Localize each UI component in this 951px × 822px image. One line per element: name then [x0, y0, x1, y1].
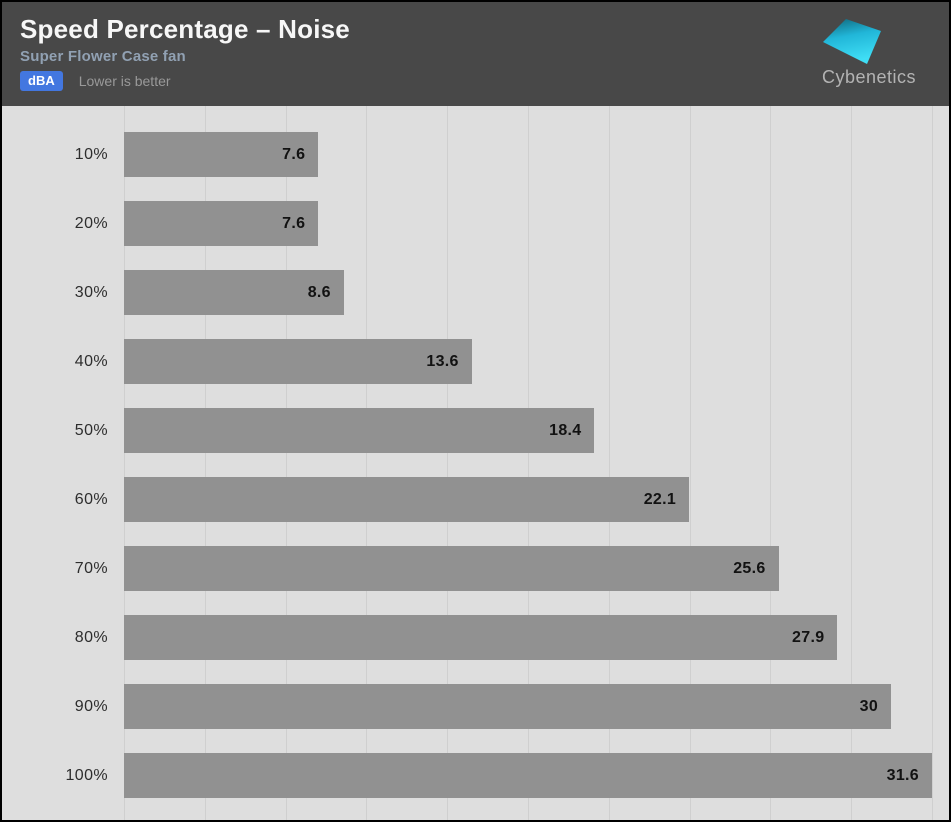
bar-track: 18.4: [124, 408, 932, 453]
bar-track: 8.6: [124, 270, 932, 315]
gridline: [608, 106, 610, 820]
category-label: 100%: [65, 766, 108, 784]
gridline: [285, 106, 287, 820]
chart-row: 70% 25.6: [2, 534, 949, 603]
bar-value-label: 13.6: [426, 352, 459, 370]
chart-row: 30% 8.6: [2, 258, 949, 327]
category-label: 90%: [74, 697, 108, 715]
category-label: 20%: [74, 214, 108, 232]
bar-track: 31.6: [124, 753, 932, 798]
bar-value-label: 7.6: [282, 214, 306, 232]
category-label: 10%: [74, 145, 108, 163]
chart-row: 20% 7.6: [2, 189, 949, 258]
category-label: 80%: [74, 628, 108, 646]
chart-row: 60% 22.1: [2, 465, 949, 534]
bar: 13.6: [124, 339, 472, 384]
bar: 22.1: [124, 477, 690, 522]
bar-value-label: 25.6: [733, 559, 766, 577]
gridline: [770, 106, 772, 820]
chart-row: 50% 18.4: [2, 396, 949, 465]
chart-row: 100% 31.6: [2, 741, 949, 810]
category-label: 30%: [74, 283, 108, 301]
bar: 8.6: [124, 270, 344, 315]
chart-title: Speed Percentage – Noise: [20, 14, 350, 44]
cybenetics-brand-text: Cybenetics: [822, 67, 916, 87]
bar-track: 13.6: [124, 339, 932, 384]
bar-value-label: 18.4: [549, 421, 582, 439]
bar-value-label: 27.9: [792, 628, 825, 646]
gridline: [204, 106, 206, 820]
bar-value-label: 8.6: [307, 283, 331, 301]
chart-subtitle: Super Flower Case fan: [20, 48, 186, 66]
gridline: [366, 106, 368, 820]
lower-is-better-note: Lower is better: [78, 73, 171, 90]
gridlines: [124, 106, 933, 820]
bar: 31.6: [124, 753, 932, 798]
category-label: 40%: [74, 352, 108, 370]
bar-track: 25.6: [124, 546, 932, 591]
gridline: [447, 106, 449, 820]
bar: 30: [124, 684, 892, 729]
bar: 27.9: [124, 615, 838, 660]
category-label: 60%: [74, 490, 108, 508]
bar-value-label: 22.1: [643, 490, 677, 508]
chart-row: 40% 13.6: [2, 327, 949, 396]
bar-track: 7.6: [124, 201, 932, 246]
category-label: 50%: [74, 421, 108, 439]
bar-value-label: 7.6: [282, 145, 306, 163]
gridline: [124, 106, 125, 820]
bar-chart: 10% 7.6 20% 7.6 30% 8.6 40% 13.6 50% 18.4 60% 22.1 7…: [2, 106, 949, 820]
bar-track: 27.9: [124, 615, 932, 660]
gridline: [851, 106, 853, 820]
chart-header: Speed Percentage – Noise Super Flower Ca…: [2, 2, 949, 106]
unit-badge: dBA: [20, 71, 63, 92]
bar-value-label: 30: [859, 697, 879, 715]
bar: 7.6: [124, 132, 319, 177]
bar-track: 22.1: [124, 477, 932, 522]
bar: 7.6: [124, 201, 319, 246]
bar-value-label: 31.6: [886, 766, 919, 784]
chart-row: 80% 27.9: [2, 603, 949, 672]
note-row: dBA Lower is better: [20, 71, 949, 92]
gridline: [932, 106, 933, 820]
cybenetics-logo: Cybenetics: [813, 6, 925, 94]
chart-row: 10% 7.6: [2, 120, 949, 189]
chart-rows: 10% 7.6 20% 7.6 30% 8.6 40% 13.6 50% 18.4 60% 22.1 7…: [2, 106, 949, 810]
bar: 25.6: [124, 546, 779, 591]
bar-track: 7.6: [124, 132, 932, 177]
gridline: [528, 106, 529, 820]
category-label: 70%: [74, 559, 108, 577]
bar-track: 30: [124, 684, 932, 729]
bar: 18.4: [124, 408, 595, 453]
gridline: [689, 106, 691, 820]
cybenetics-logo-icon: Cybenetics: [822, 19, 916, 87]
chart-row: 90% 30: [2, 672, 949, 741]
